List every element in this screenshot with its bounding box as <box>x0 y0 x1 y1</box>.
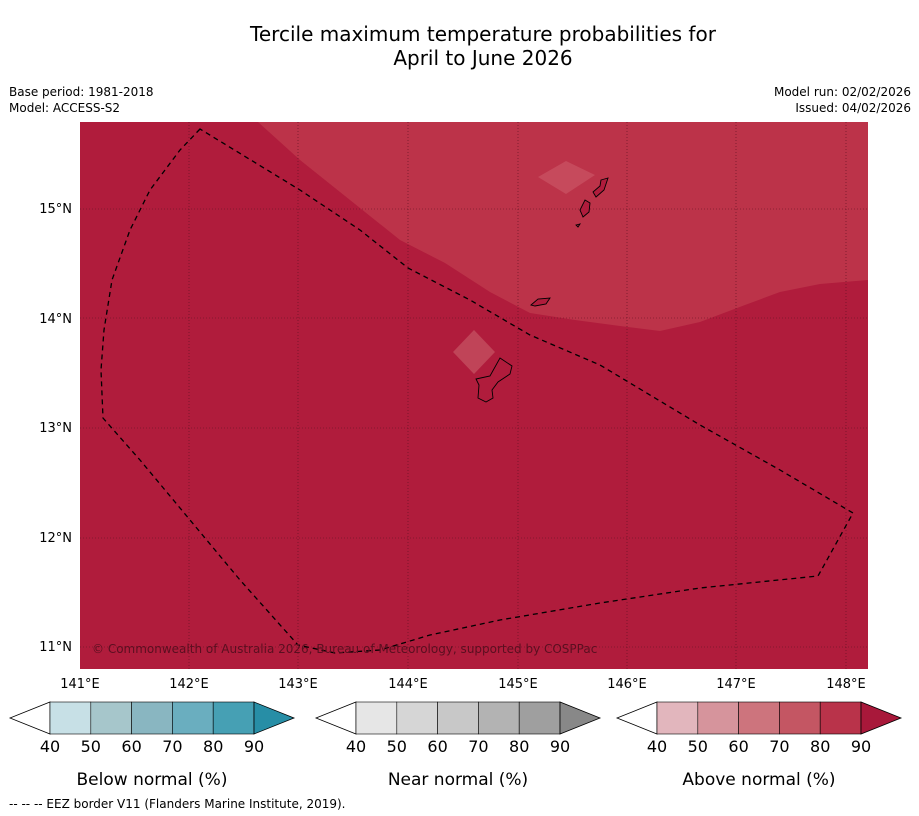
colorbar-box-50-60 <box>396 701 438 735</box>
map-copyright: © Commonwealth of Australia 2026, Bureau… <box>92 642 597 656</box>
colorbar-tick: 90 <box>549 737 571 756</box>
colorbar-tick: 40 <box>39 737 61 756</box>
colorbar-tick: 70 <box>769 737 790 756</box>
lon-label-146: 146°E <box>607 677 647 692</box>
colorbar-tick: 60 <box>728 737 749 756</box>
colorbar-tick: 50 <box>687 737 708 756</box>
base-period: Base period: 1981-2018 <box>9 85 154 99</box>
colorbar-box-80-90 <box>518 701 561 735</box>
lat-label-13: 13°N <box>39 421 72 436</box>
colorbar-extend-high <box>559 701 602 735</box>
colorbar-tick: 90 <box>243 737 265 756</box>
map-patch-2 <box>453 330 495 374</box>
island-guam <box>475 357 513 403</box>
meta-left: Base period: 1981-2018 Model: ACCESS-S2 <box>9 84 154 116</box>
colorbar-box-60-70 <box>131 701 173 735</box>
colorbar-box-80-90 <box>212 701 255 735</box>
lon-label-143: 143°E <box>278 677 318 692</box>
colorbar-below-label: Below normal (%) <box>76 770 228 790</box>
eez-footnote: -- -- -- EEZ border V11 (Flanders Marine… <box>9 797 346 811</box>
lat-label-14: 14°N <box>39 312 72 327</box>
colorbar-below-normal: Below normal (%) 40 50 60 70 80 90 <box>2 700 302 790</box>
colorbar-tick: 60 <box>121 737 142 756</box>
colorbar-near-swatches <box>314 701 602 735</box>
lon-label-145: 145°E <box>498 677 538 692</box>
colorbar-box-50-60 <box>697 701 739 735</box>
colorbar-above-swatches <box>615 701 903 735</box>
lon-label-147: 147°E <box>716 677 756 692</box>
colorbar-tick: 80 <box>509 737 530 756</box>
colorbar-near-label: Near normal (%) <box>387 770 529 790</box>
colorbar-box-50-60 <box>90 701 132 735</box>
eez-border <box>100 128 854 654</box>
colorbar-tick: 40 <box>646 737 668 756</box>
colorbar-extend-high <box>860 701 903 735</box>
colorbar-tick: 70 <box>468 737 489 756</box>
issued-date: Issued: 04/02/2026 <box>795 101 911 115</box>
title-line-1: Tercile maximum temperature probabilitie… <box>250 22 716 46</box>
colorbar-box-40-50 <box>49 701 92 735</box>
model-run: Model run: 02/02/2026 <box>773 85 911 99</box>
gridlines <box>80 122 868 669</box>
colorbar-below-swatches <box>8 701 296 735</box>
lon-label-144: 144°E <box>388 677 428 692</box>
lat-label-15: 15°N <box>39 202 72 217</box>
lon-label-148: 148°E <box>826 677 866 692</box>
island-rota <box>530 297 551 307</box>
probability-map: © Commonwealth of Australia 2026, Bureau… <box>39 122 868 692</box>
colorbar-near-normal: Near normal (%) 40 50 60 70 80 90 <box>308 700 608 790</box>
colorbar-tick: 50 <box>386 737 407 756</box>
colorbar-box-40-50 <box>656 701 699 735</box>
colorbar-box-70-80 <box>172 701 214 735</box>
colorbar-extend-low <box>615 701 658 735</box>
colorbar-tick: 90 <box>850 737 872 756</box>
lon-label-141: 141°E <box>60 677 100 692</box>
lat-label-11: 11°N <box>39 640 72 655</box>
colorbar-tick: 40 <box>345 737 367 756</box>
colorbar-tick: 50 <box>80 737 101 756</box>
map-patch-1 <box>538 161 595 194</box>
meta-right: Model run: 02/02/2026 Issued: 04/02/2026 <box>774 84 911 116</box>
colorbar-box-60-70 <box>437 701 479 735</box>
islands <box>475 177 609 403</box>
island-saipan <box>592 177 609 198</box>
colorbar-extend-low <box>314 701 357 735</box>
colorbar-box-70-80 <box>478 701 520 735</box>
colorbar-box-80-90 <box>819 701 862 735</box>
colorbar-box-60-70 <box>738 701 780 735</box>
title-line-2: April to June 2026 <box>393 46 573 70</box>
colorbar-box-70-80 <box>779 701 821 735</box>
colorbar-box-40-50 <box>355 701 398 735</box>
island-tinian <box>579 199 591 218</box>
island-aguijan <box>575 223 582 228</box>
colorbar-tick: 80 <box>203 737 224 756</box>
colorbar-above-label: Above normal (%) <box>682 770 836 790</box>
lon-label-142: 142°E <box>169 677 209 692</box>
model-name: Model: ACCESS-S2 <box>9 101 121 115</box>
colorbar-above-normal: Above normal (%) 40 50 60 70 80 90 <box>609 700 909 790</box>
colorbar-tick: 60 <box>427 737 448 756</box>
colorbar-extend-high <box>253 701 296 735</box>
colorbar-extend-low <box>8 701 51 735</box>
colorbar-tick: 80 <box>810 737 831 756</box>
colorbar-tick: 70 <box>162 737 183 756</box>
lat-label-12: 12°N <box>39 531 72 546</box>
chart-title: Tercile maximum temperature probabilitie… <box>0 22 919 70</box>
map-field-above-70-80 <box>258 122 868 331</box>
